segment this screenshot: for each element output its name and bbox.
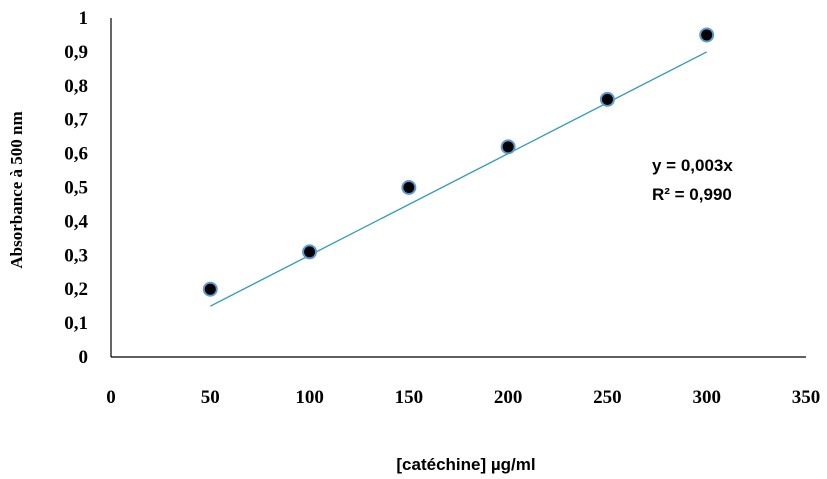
x-tick-label: 100 [295, 387, 324, 408]
x-tick-label: 150 [395, 387, 424, 408]
y-tick-label: 0,6 [64, 144, 88, 165]
y-tick-label: 0,7 [64, 110, 88, 131]
y-tick-label: 0,3 [64, 245, 88, 266]
x-axis-label: [catéchine] µg/ml [396, 455, 535, 474]
y-axis-label: Absorbance à 500 nm [7, 111, 26, 268]
y-axis-tick-labels: 0 0,1 0,2 0,3 0,4 0,5 0,6 0,7 0,8 0,9 1 [64, 8, 88, 368]
x-axis-tick-labels: 0 50 100 150 200 250 300 350 [106, 387, 820, 408]
y-tick-label: 0,2 [64, 279, 88, 300]
y-tick-label: 0 [79, 347, 89, 368]
y-tick-label: 0,8 [64, 76, 88, 97]
x-tick-label: 300 [692, 387, 721, 408]
x-tick-label: 250 [593, 387, 622, 408]
y-tick-label: 0,4 [64, 211, 88, 232]
data-point [401, 180, 417, 195]
data-point [599, 91, 615, 107]
data-point [202, 281, 218, 297]
data-points [202, 27, 715, 297]
x-tick-label: 200 [494, 387, 523, 408]
y-tick-label: 0,9 [64, 42, 88, 63]
y-tick-label: 1 [79, 8, 89, 29]
linear-trendline [209, 51, 708, 307]
y-tick-label: 0,5 [64, 178, 88, 199]
x-tick-label: 50 [201, 387, 220, 408]
x-tick-label: 0 [106, 387, 116, 408]
trendline-equation: y = 0,003x [652, 156, 733, 175]
data-point [699, 27, 715, 43]
data-point [302, 244, 318, 260]
y-tick-label: 0,1 [64, 313, 88, 334]
x-tick-label: 350 [792, 387, 821, 408]
data-point [500, 139, 516, 155]
trendline-r-squared: R² = 0,990 [652, 185, 732, 204]
